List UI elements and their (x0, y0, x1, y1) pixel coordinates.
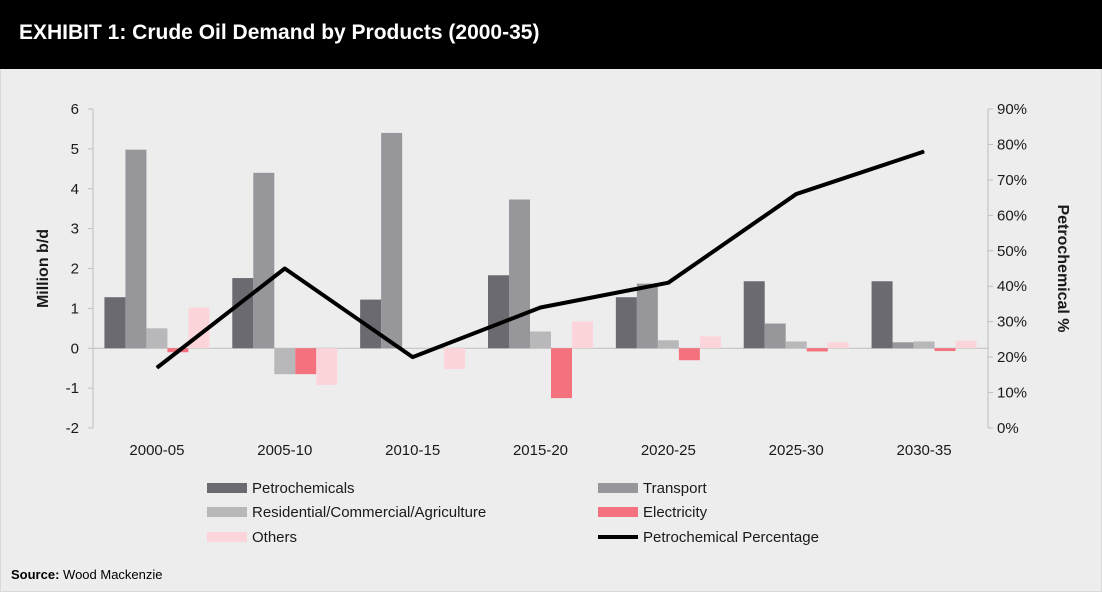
bar-petrochemicals (360, 299, 382, 349)
x-tick-label: 2015-20 (513, 442, 568, 459)
bar-residential-commercial-agriculture (146, 328, 168, 349)
bar-residential-commercial-agriculture (530, 331, 551, 349)
bar-petrochemicals (615, 297, 637, 349)
bar-electricity (551, 348, 572, 399)
bar-residential-commercial-agriculture (913, 341, 935, 349)
y2-tick-label: 50% (997, 243, 1027, 260)
bar-electricity (934, 348, 956, 352)
legend-label: Transport (643, 480, 707, 497)
bar-transport (253, 172, 275, 349)
y2-tick-label: 0% (997, 420, 1019, 437)
header-bar: EXHIBIT 1: Crude Oil Demand by Products … (0, 0, 1102, 69)
legend-swatch (598, 507, 638, 517)
bar-others (955, 340, 977, 349)
legend-label: Petrochemicals (252, 480, 355, 497)
bar-transport (636, 283, 658, 349)
line-point (795, 193, 797, 195)
source-text: Wood Mackenzie (63, 567, 163, 582)
x-tick-label: 2030-35 (897, 442, 952, 459)
line-point (156, 367, 158, 369)
bar-transport (125, 149, 147, 349)
legend-swatch (207, 532, 247, 542)
line-point (667, 282, 669, 284)
chart-title: EXHIBIT 1: Crude Oil Demand by Products … (19, 21, 540, 44)
bar-others (572, 321, 593, 349)
bar-residential-commercial-agriculture (785, 341, 807, 349)
legend-label: Residential/Commercial/Agriculture (252, 504, 486, 521)
bar-electricity (295, 348, 317, 375)
bar-electricity (806, 348, 828, 352)
y-axis-title: Million b/d (35, 229, 52, 308)
y2-tick-label: 80% (997, 136, 1027, 153)
y-tick-label: -1 (66, 380, 79, 397)
y-tick-label: 1 (71, 300, 79, 317)
chart-svg: -2-101234560%10%20%30%40%50%60%70%80%90%… (35, 101, 1071, 546)
y2-tick-label: 20% (997, 349, 1027, 366)
bar-others (444, 348, 466, 369)
legend-label: Petrochemical Percentage (643, 529, 819, 546)
source-label: Source: (11, 567, 60, 582)
y-tick-label: 2 (71, 261, 79, 278)
bar-petrochemicals (871, 281, 893, 349)
legend-swatch (207, 483, 247, 493)
bar-transport (764, 323, 786, 349)
legend-label: Electricity (643, 504, 708, 521)
bar-petrochemicals (104, 297, 126, 349)
source-note: Source: Wood Mackenzie (11, 567, 163, 582)
line-point (412, 356, 414, 358)
x-tick-label: 2025-30 (769, 442, 824, 459)
y2-tick-label: 10% (997, 385, 1027, 402)
y2-tick-label: 70% (997, 172, 1027, 189)
bar-petrochemicals (232, 278, 254, 349)
x-tick-label: 2000-05 (129, 442, 184, 459)
bar-transport (892, 342, 914, 349)
y-tick-label: 0 (71, 340, 79, 357)
y-tick-label: 3 (71, 221, 79, 238)
bar-residential-commercial-agriculture (657, 340, 679, 349)
line-point (923, 151, 925, 153)
bar-transport (381, 132, 403, 349)
line-point (284, 268, 286, 269)
y-tick-label: 4 (71, 181, 79, 198)
y2-tick-label: 30% (997, 314, 1027, 331)
bar-others (827, 342, 849, 349)
bar-others (316, 348, 338, 385)
plot-area (93, 109, 988, 428)
bar-petrochemicals (743, 281, 765, 349)
legend-swatch (207, 507, 247, 517)
bar-electricity (678, 348, 700, 361)
y2-tick-label: 40% (997, 278, 1027, 295)
y-tick-label: -2 (66, 420, 79, 437)
legend-label: Others (252, 529, 297, 546)
y2-tick-label: 90% (997, 101, 1027, 118)
y-tick-label: 6 (71, 101, 79, 118)
x-tick-label: 2005-10 (257, 442, 312, 459)
bar-others (699, 336, 721, 349)
line-point (540, 306, 541, 308)
y2-tick-label: 60% (997, 207, 1027, 224)
x-tick-label: 2010-15 (385, 442, 440, 459)
bar-petrochemicals (488, 275, 509, 349)
y-tick-label: 5 (71, 141, 79, 158)
bar-residential-commercial-agriculture (274, 348, 296, 375)
x-tick-label: 2020-25 (641, 442, 696, 459)
legend-swatch (598, 483, 638, 493)
y2-axis-title: Petrochemical % (1054, 204, 1071, 332)
bar-transport (509, 199, 530, 349)
